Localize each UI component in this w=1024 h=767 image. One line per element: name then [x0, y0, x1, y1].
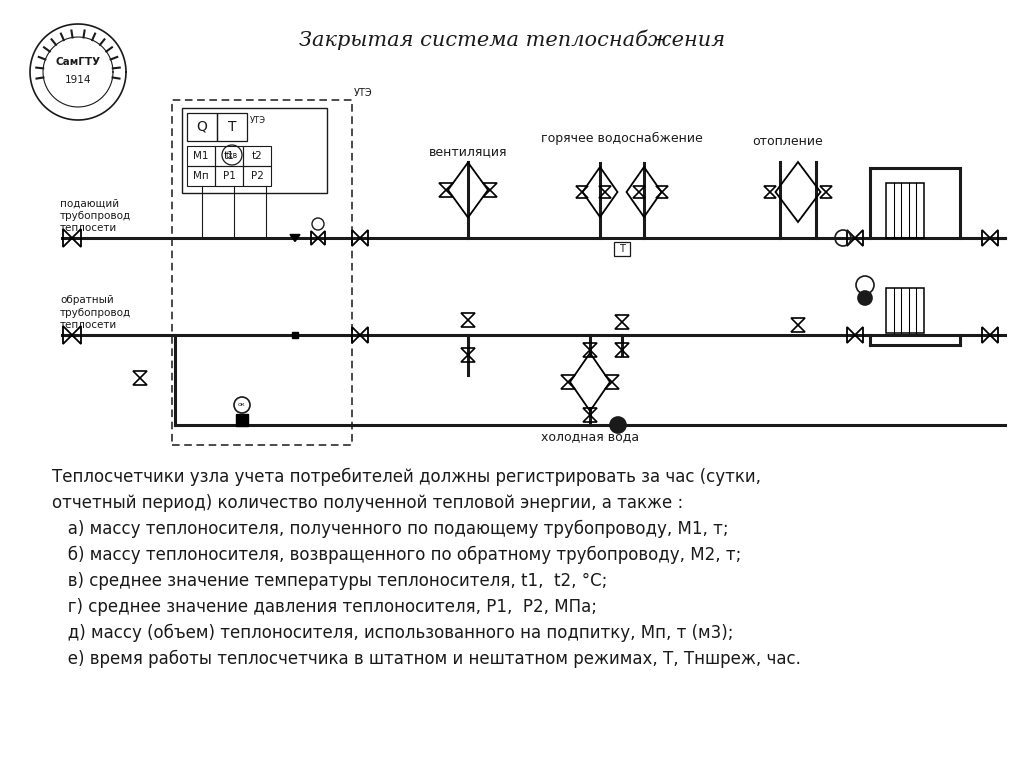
Text: Теплосчетчики узла учета потребителей должны регистрировать за час (сутки,: Теплосчетчики узла учета потребителей до… — [52, 468, 761, 486]
Bar — [215, 146, 243, 166]
Text: СамГТУ: СамГТУ — [55, 57, 100, 67]
Text: горячее водоснабжение: горячее водоснабжение — [541, 132, 702, 145]
Text: УТЭ: УТЭ — [354, 88, 373, 98]
Text: T: T — [227, 120, 237, 134]
Text: обратный
трубопровод
теплосети: обратный трубопровод теплосети — [60, 295, 131, 330]
Text: е) время работы теплосчетчика в штатном и нештатном режимах, Т, Тншреж, час.: е) время работы теплосчетчика в штатном … — [52, 650, 801, 668]
Text: вентиляция: вентиляция — [429, 145, 507, 158]
Bar — [182, 108, 327, 193]
Polygon shape — [290, 235, 300, 242]
Circle shape — [610, 417, 626, 433]
Text: Q: Q — [197, 120, 208, 134]
Text: б) массу теплоносителя, возвращенного по обратному трубопроводу, М2, т;: б) массу теплоносителя, возвращенного по… — [52, 546, 741, 565]
Text: холодная вода: холодная вода — [541, 430, 639, 443]
Bar — [292, 332, 298, 338]
Bar — [236, 414, 248, 426]
Text: отопление: отопление — [753, 135, 823, 148]
Bar — [243, 146, 271, 166]
Text: а) массу теплоносителя, полученного по подающему трубопроводу, М1, т;: а) массу теплоносителя, полученного по п… — [52, 520, 729, 538]
Text: М1: М1 — [194, 151, 209, 161]
Bar — [187, 113, 217, 141]
Bar — [187, 146, 215, 166]
Bar — [886, 183, 924, 238]
Bar — [172, 100, 352, 445]
Text: txв: txв — [226, 150, 238, 160]
Text: Мп: Мп — [194, 171, 209, 181]
Text: подающий
трубопровод
теплосети: подающий трубопровод теплосети — [60, 198, 131, 233]
Text: УТЭ: УТЭ — [250, 116, 266, 125]
Text: 1914: 1914 — [65, 75, 91, 85]
Text: t1: t1 — [223, 151, 234, 161]
Bar — [243, 166, 271, 186]
Text: д) массу (объем) теплоносителя, использованного на подпитку, Мп, т (м3);: д) массу (объем) теплоносителя, использо… — [52, 624, 733, 642]
Text: Р1: Р1 — [222, 171, 236, 181]
Text: в) среднее значение температуры теплоносителя, t1,  t2, °С;: в) среднее значение температуры теплонос… — [52, 572, 607, 590]
Text: ок: ок — [239, 403, 246, 407]
Bar — [215, 166, 243, 186]
Text: Т: Т — [620, 244, 625, 254]
Bar — [614, 242, 630, 256]
Bar — [217, 113, 247, 141]
Text: отчетный период) количество полученной тепловой энергии, а также :: отчетный период) количество полученной т… — [52, 494, 683, 512]
Text: г) среднее значение давления теплоносителя, Р1,  Р2, МПа;: г) среднее значение давления теплоносите… — [52, 598, 597, 616]
Text: Закрытая система теплоснабжения: Закрытая система теплоснабжения — [299, 30, 725, 51]
Circle shape — [858, 291, 872, 305]
Text: Р2: Р2 — [251, 171, 263, 181]
Bar — [886, 288, 924, 333]
Text: t2: t2 — [252, 151, 262, 161]
Bar — [187, 166, 215, 186]
